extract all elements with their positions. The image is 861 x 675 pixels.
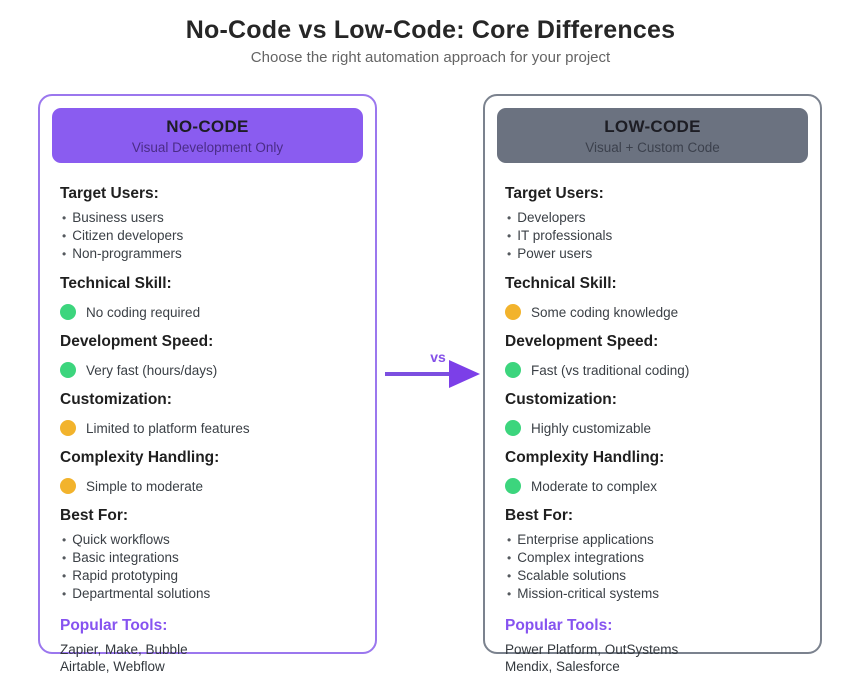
list-item: Non-programmers [62, 245, 355, 263]
list-item: Basic integrations [62, 549, 355, 567]
status-row: Limited to platform features [60, 419, 355, 437]
arrow-head-icon [449, 360, 480, 388]
status-row: Fast (vs traditional coding) [505, 361, 800, 379]
status-text: Highly customizable [531, 421, 651, 436]
popular-tools-heading: Popular Tools: [60, 617, 355, 635]
low-code-card-header: LOW-CODE Visual + Custom Code [497, 108, 808, 163]
no-code-card-header: NO-CODE Visual Development Only [52, 108, 363, 163]
no-code-card-subtitle: Visual Development Only [56, 140, 359, 155]
section-heading-best-for: Best For: [505, 507, 800, 525]
status-row: Highly customizable [505, 419, 800, 437]
no-code-card: NO-CODE Visual Development Only Target U… [38, 94, 377, 654]
list-item: Enterprise applications [507, 531, 800, 549]
section-heading-technical-skill: Technical Skill: [505, 275, 800, 293]
best-for-list: Enterprise applications Complex integrat… [505, 531, 800, 603]
target-users-list: Developers IT professionals Power users [505, 209, 800, 263]
best-for-list: Quick workflows Basic integrations Rapid… [60, 531, 355, 603]
page-subtitle: Choose the right automation approach for… [0, 49, 861, 66]
no-code-card-title: NO-CODE [56, 117, 359, 137]
status-row: Simple to moderate [60, 477, 355, 495]
status-text: Very fast (hours/days) [86, 363, 217, 378]
list-item: Scalable solutions [507, 567, 800, 585]
status-dot-icon [60, 304, 76, 320]
section-heading-complexity: Complexity Handling: [505, 449, 800, 467]
status-text: Moderate to complex [531, 479, 657, 494]
status-text: Simple to moderate [86, 479, 203, 494]
status-dot-icon [505, 478, 521, 494]
vs-arrow: vs [383, 345, 483, 395]
status-text: Limited to platform features [86, 421, 250, 436]
low-code-card: LOW-CODE Visual + Custom Code Target Use… [483, 94, 822, 654]
section-heading-target-users: Target Users: [60, 185, 355, 203]
status-dot-icon [60, 362, 76, 378]
no-code-card-content: Target Users: Business users Citizen dev… [40, 163, 375, 675]
status-text: No coding required [86, 305, 200, 320]
section-heading-technical-skill: Technical Skill: [60, 275, 355, 293]
low-code-card-subtitle: Visual + Custom Code [501, 140, 804, 155]
tools-line: Airtable, Webflow [60, 659, 355, 675]
status-dot-icon [60, 478, 76, 494]
status-dot-icon [505, 420, 521, 436]
status-dot-icon [505, 304, 521, 320]
section-heading-complexity: Complexity Handling: [60, 449, 355, 467]
popular-tools-section: Popular Tools: Power Platform, OutSystem… [505, 617, 800, 675]
status-row: Some coding knowledge [505, 303, 800, 321]
list-item: Citizen developers [62, 227, 355, 245]
tools-line: Mendix, Salesforce [505, 659, 800, 675]
list-item: Mission-critical systems [507, 585, 800, 603]
status-text: Fast (vs traditional coding) [531, 363, 689, 378]
list-item: Rapid prototyping [62, 567, 355, 585]
popular-tools-section: Popular Tools: Zapier, Make, Bubble Airt… [60, 617, 355, 675]
list-item: Developers [507, 209, 800, 227]
list-item: Complex integrations [507, 549, 800, 567]
status-dot-icon [60, 420, 76, 436]
page-title: No-Code vs Low-Code: Core Differences [0, 16, 861, 45]
list-item: Power users [507, 245, 800, 263]
section-heading-target-users: Target Users: [505, 185, 800, 203]
section-heading-customization: Customization: [60, 391, 355, 409]
status-dot-icon [505, 362, 521, 378]
target-users-list: Business users Citizen developers Non-pr… [60, 209, 355, 263]
status-row: Moderate to complex [505, 477, 800, 495]
status-row: No coding required [60, 303, 355, 321]
list-item: IT professionals [507, 227, 800, 245]
list-item: Business users [62, 209, 355, 227]
low-code-card-title: LOW-CODE [501, 117, 804, 137]
section-heading-customization: Customization: [505, 391, 800, 409]
tools-line: Power Platform, OutSystems [505, 642, 800, 659]
tools-line: Zapier, Make, Bubble [60, 642, 355, 659]
list-item: Quick workflows [62, 531, 355, 549]
status-row: Very fast (hours/days) [60, 361, 355, 379]
popular-tools-heading: Popular Tools: [505, 617, 800, 635]
section-heading-best-for: Best For: [60, 507, 355, 525]
section-heading-development-speed: Development Speed: [60, 333, 355, 351]
vs-label: vs [430, 349, 446, 365]
list-item: Departmental solutions [62, 585, 355, 603]
status-text: Some coding knowledge [531, 305, 678, 320]
section-heading-development-speed: Development Speed: [505, 333, 800, 351]
low-code-card-content: Target Users: Developers IT professional… [485, 163, 820, 675]
